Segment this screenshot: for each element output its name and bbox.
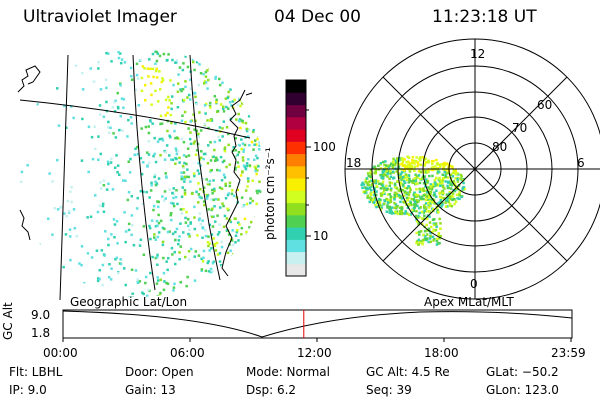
timeline-xtick: 06:00 (170, 346, 205, 360)
colorbar-segment (286, 214, 306, 228)
timeline-xtick: 00:00 (43, 346, 78, 360)
info-gain: Gain: 13 (125, 383, 176, 397)
timeline-ytick-bottom: 1.8 (31, 326, 51, 340)
timeline-frame (62, 309, 573, 339)
timeline-ytick-top: 9.0 (31, 308, 51, 322)
colorbar-segment (286, 263, 306, 277)
longitude-line (59, 54, 69, 301)
geographic-grid (19, 54, 251, 301)
latitude-line (19, 99, 251, 139)
info-glat: GLat: −50.2 (486, 365, 559, 379)
colorbar-segment (286, 190, 306, 204)
colorbar-segment (286, 153, 306, 167)
longitude-line (132, 54, 156, 291)
info-door: Door: Open (125, 365, 194, 379)
coastline (17, 65, 253, 277)
mlat-label-80: 80 (492, 140, 508, 154)
info-dsp: Dsp: 6.2 (246, 383, 297, 397)
mlt-line-diag (382, 76, 568, 262)
altitude-curve (62, 310, 573, 338)
colorbar-segment (286, 202, 306, 216)
colorbar-segment (286, 92, 306, 106)
timeline-xtick: 18:00 (424, 346, 459, 360)
colorbar-segment (286, 227, 306, 240)
longitude-line (189, 54, 221, 281)
info-ip: IP: 9.0 (9, 383, 47, 397)
info-glon: GLon: 123.0 (486, 383, 559, 397)
timeline-ticks (62, 338, 572, 342)
time-label: 11:23:18 UT (432, 7, 537, 27)
info-gc-alt: GC Alt: 4.5 Re (366, 365, 450, 379)
left-panel-caption: Geographic Lat/Lon (70, 295, 188, 309)
colorbar-segment (286, 141, 306, 155)
info-mode: Mode: Normal (246, 365, 330, 379)
colorbar-segment (286, 251, 306, 265)
colorbar-segment (286, 104, 306, 118)
colorbar (286, 80, 306, 277)
date-label: 04 Dec 00 (274, 7, 361, 27)
colorbar-segment (286, 129, 306, 142)
colorbar-segment (286, 239, 306, 253)
colorbar-tick-100: 100 (313, 140, 336, 154)
colorbar-unit-label: photon cm⁻²s⁻¹ (263, 147, 277, 240)
timeline-xtick: 23:59 (551, 346, 586, 360)
timeline-ylabel: GC Alt (1, 302, 15, 340)
info-seq: Seq: 39 (366, 383, 412, 397)
mlat-label-70: 70 (512, 121, 528, 135)
right-panel-caption: Apex MLat/MLT (424, 295, 514, 309)
mlt-label-12: 12 (470, 47, 486, 61)
timeline-xtick: 12:00 (297, 346, 332, 360)
colorbar-segment (286, 165, 306, 179)
colorbar-segment (286, 178, 306, 191)
mlt-label-6: 6 (577, 156, 585, 170)
colorbar-segment (286, 116, 306, 130)
polar-grid (344, 38, 600, 300)
mlt-label-18: 18 (346, 156, 362, 170)
mlat-label-60: 60 (537, 98, 553, 112)
mlt-label-0: 0 (470, 277, 478, 291)
instrument-title: Ultraviolet Imager (23, 7, 177, 27)
colorbar-tick-10: 10 (313, 229, 329, 243)
info-filter: Flt: LBHL (9, 365, 63, 379)
colorbar-segment (286, 80, 306, 93)
